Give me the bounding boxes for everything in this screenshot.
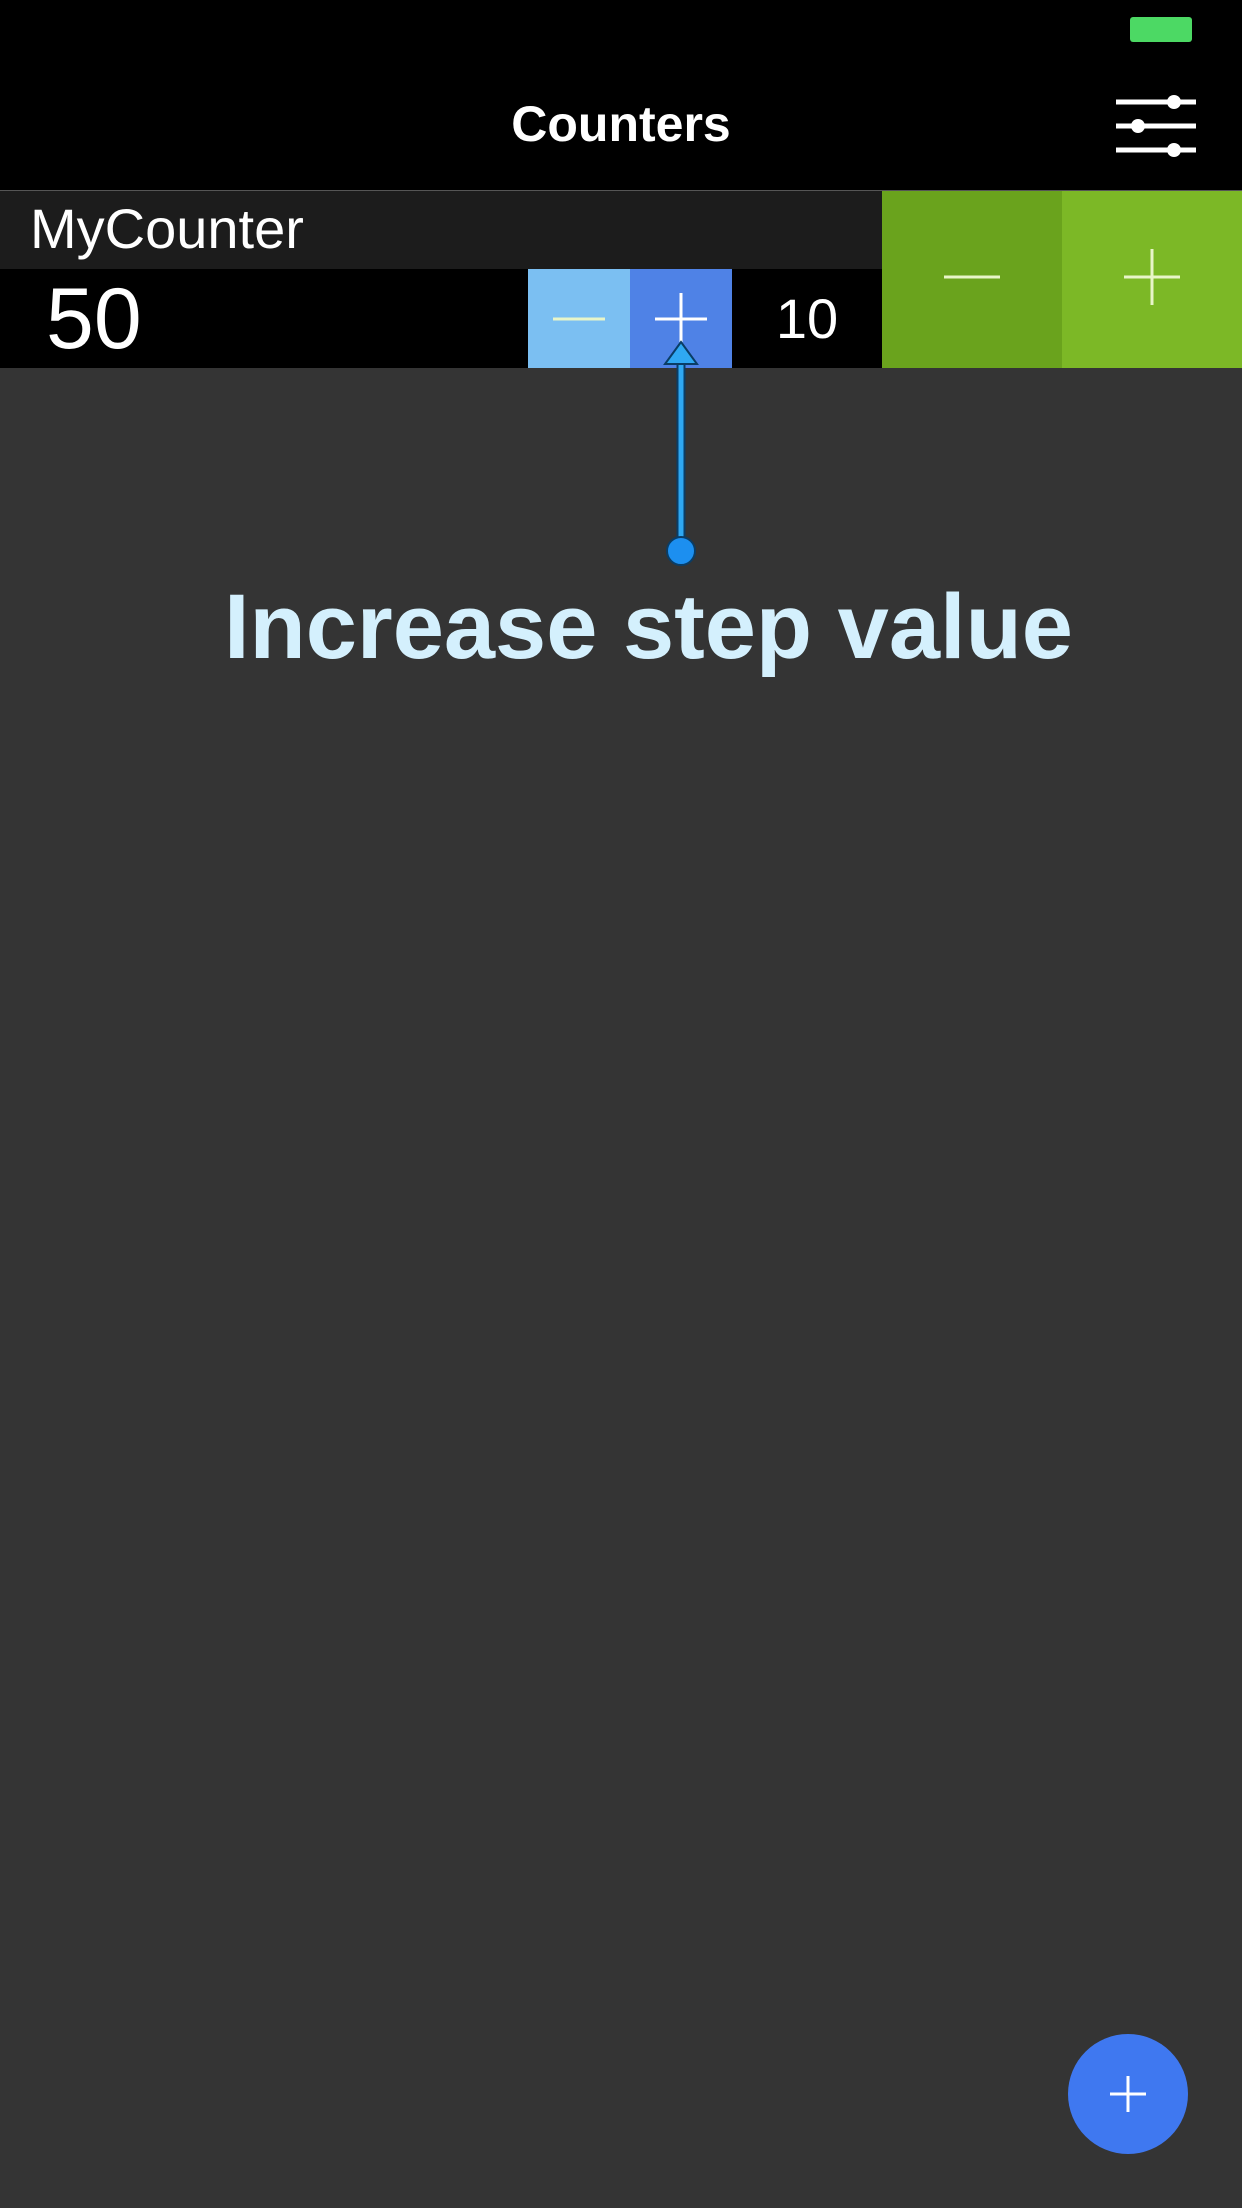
counter-value-bar: 50 10 <box>0 269 882 368</box>
step-decrement-button[interactable] <box>528 269 630 368</box>
page-title: Counters <box>511 96 731 152</box>
settings-button[interactable] <box>1108 90 1200 160</box>
counter-row: MyCounter 50 10 <box>0 190 1242 368</box>
minus-icon <box>553 317 605 321</box>
plus-icon <box>1124 249 1180 305</box>
increment-button[interactable] <box>1062 191 1242 368</box>
plus-icon <box>655 293 707 345</box>
decrement-button[interactable] <box>882 191 1062 368</box>
plus-icon <box>1110 2076 1146 2112</box>
battery-icon <box>1130 17 1192 42</box>
add-counter-button[interactable] <box>1068 2034 1188 2154</box>
counter-value: 50 <box>46 271 142 367</box>
counter-name[interactable]: MyCounter <box>30 197 304 260</box>
counter-name-bar: MyCounter <box>0 191 882 269</box>
header-bar: Counters <box>0 0 1242 190</box>
tutorial-arrow-icon <box>663 340 699 566</box>
tutorial-hint: Increase step value <box>224 576 1073 678</box>
sliders-icon <box>1116 95 1196 157</box>
step-value: 10 <box>775 287 839 350</box>
minus-icon <box>944 275 1000 279</box>
